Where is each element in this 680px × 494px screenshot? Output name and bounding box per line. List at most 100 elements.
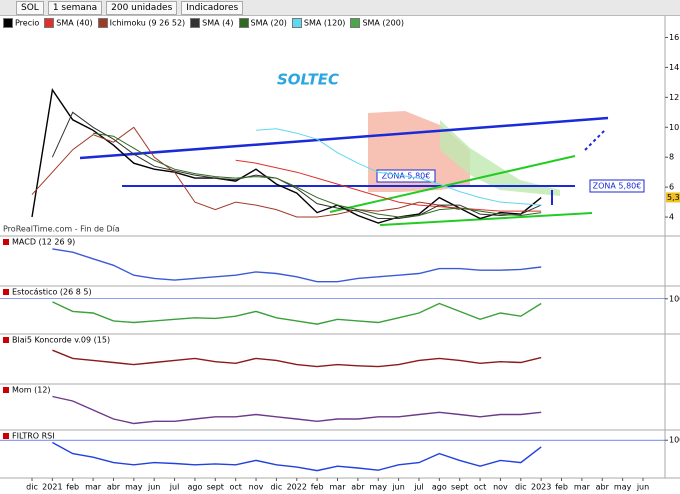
series-line — [52, 301, 542, 325]
series-line — [52, 349, 542, 368]
legend-label: SMA (40) — [56, 18, 93, 28]
x-tick-label: dic — [515, 483, 527, 492]
x-tick-label: feb — [311, 483, 324, 492]
y-tick-label: 14 — [669, 63, 679, 72]
x-tick-label: feb — [66, 483, 79, 492]
legend-label: SMA (200) — [362, 18, 404, 28]
x-tick-label: mar — [330, 483, 347, 492]
last-price-box — [666, 192, 680, 203]
legend-label: Precio — [15, 18, 40, 28]
trend-line — [79, 116, 609, 160]
x-tick-label: sept — [207, 483, 224, 492]
x-tick-label: dic — [271, 483, 283, 492]
arrow — [584, 129, 606, 151]
x-tick-label: may — [614, 483, 632, 492]
series-line — [93, 132, 542, 218]
x-tick-label: mar — [85, 483, 102, 492]
x-tick-label: 2022 — [287, 483, 307, 492]
pane-icon — [3, 239, 9, 245]
pane-title: FILTRO RSI — [12, 432, 55, 441]
y-tick-label: 100 — [669, 436, 680, 445]
legend-item: SMA (40) — [44, 18, 93, 28]
y-tick-label: 10 — [669, 123, 679, 132]
legend-label: SMA (4) — [202, 18, 234, 28]
x-tick-label: jun — [147, 483, 160, 492]
legend-item: Precio — [3, 18, 39, 28]
legend-label: Ichimoku (9 26 52) — [109, 18, 186, 28]
trend-line — [329, 155, 576, 213]
x-tick-label: dic — [26, 483, 38, 492]
x-tick-label: sept — [451, 483, 468, 492]
cloud — [440, 120, 560, 196]
annotation-box — [589, 179, 645, 193]
x-tick-label: abr — [351, 483, 365, 492]
pane-title: MACD (12 26 9) — [12, 238, 75, 247]
toolbar: SOL 1 semana 200 unidades Indicadores — [0, 0, 680, 16]
y-tick-label: 8 — [669, 153, 674, 162]
legend-swatch — [291, 18, 302, 28]
legend-swatch — [238, 18, 249, 28]
series-line — [51, 111, 542, 219]
legend-item: Ichimoku (9 26 52) — [97, 18, 186, 28]
series-line — [52, 441, 542, 472]
series-line — [235, 159, 542, 212]
legend-label: SMA (20) — [250, 18, 287, 28]
x-tick-label: 2021 — [42, 483, 62, 492]
y-tick-label: 12 — [669, 93, 679, 102]
legend-swatch — [44, 18, 55, 28]
pane-icon — [3, 387, 9, 393]
pane-title: Blai5 Koncorde v.09 (15) — [12, 336, 110, 345]
x-tick-label: jun — [391, 483, 404, 492]
legend-swatch — [190, 18, 201, 28]
source: ProRealTime.com - Fin de Día — [3, 225, 120, 234]
legend-swatch — [97, 18, 108, 28]
x-tick-label: may — [370, 483, 388, 492]
y-tick-label: 16 — [669, 33, 679, 42]
y-tick-label: 6 — [669, 183, 674, 192]
x-tick-label: mar — [574, 483, 591, 492]
y-tick-label: 4 — [669, 213, 674, 222]
legend-item: SMA (4) — [190, 18, 234, 28]
last-price-label: 5,31 — [667, 193, 680, 202]
pane-title: Estocástico (26 8 5) — [12, 288, 92, 297]
x-tick-label: may — [125, 483, 143, 492]
legend: Precio SMA (40) Ichimoku (9 26 52) SMA (4) S… — [0, 17, 404, 29]
legend-item: SMA (200) — [350, 18, 404, 28]
x-tick-label: nov — [249, 483, 264, 492]
y-tick-label: 100 — [669, 294, 680, 303]
x-tick-label: 2023 — [531, 483, 551, 492]
units[interactable]: 200 unidades — [106, 0, 178, 15]
x-tick-label: abr — [596, 483, 610, 492]
x-tick-label: ago — [432, 483, 447, 492]
legend-swatch — [3, 18, 13, 28]
pane-icon — [3, 337, 9, 343]
x-tick-label: nov — [493, 483, 508, 492]
legend-item: SMA (120) — [291, 18, 346, 28]
x-tick-label: oct — [229, 483, 241, 492]
annotation: ZONA 5,80€ — [593, 182, 642, 191]
x-tick-label: jul — [169, 483, 180, 492]
legend-item: SMA (20) — [238, 18, 287, 28]
x-tick-label: feb — [555, 483, 568, 492]
legend-swatch — [350, 18, 361, 28]
pane-title: Mom (12) — [12, 386, 51, 395]
series-line — [255, 128, 542, 206]
x-tick-label: abr — [107, 483, 121, 492]
x-tick-label: jun — [636, 483, 649, 492]
x-tick-label: jul — [413, 483, 424, 492]
x-tick-label: ago — [187, 483, 202, 492]
pane-icon — [3, 289, 9, 295]
trend-line — [379, 212, 593, 226]
indicators[interactable]: Indicadores — [181, 0, 244, 15]
x-tick-label: oct — [474, 483, 486, 492]
chart-title: SOLTEC — [277, 71, 339, 89]
legend-label: SMA (120) — [303, 18, 346, 28]
period[interactable]: 1 semana — [47, 0, 103, 15]
series-line — [52, 248, 542, 283]
symbol[interactable]: SOL — [16, 0, 44, 15]
series-line — [52, 395, 542, 425]
pane-icon — [3, 433, 9, 439]
series-line — [31, 126, 460, 218]
